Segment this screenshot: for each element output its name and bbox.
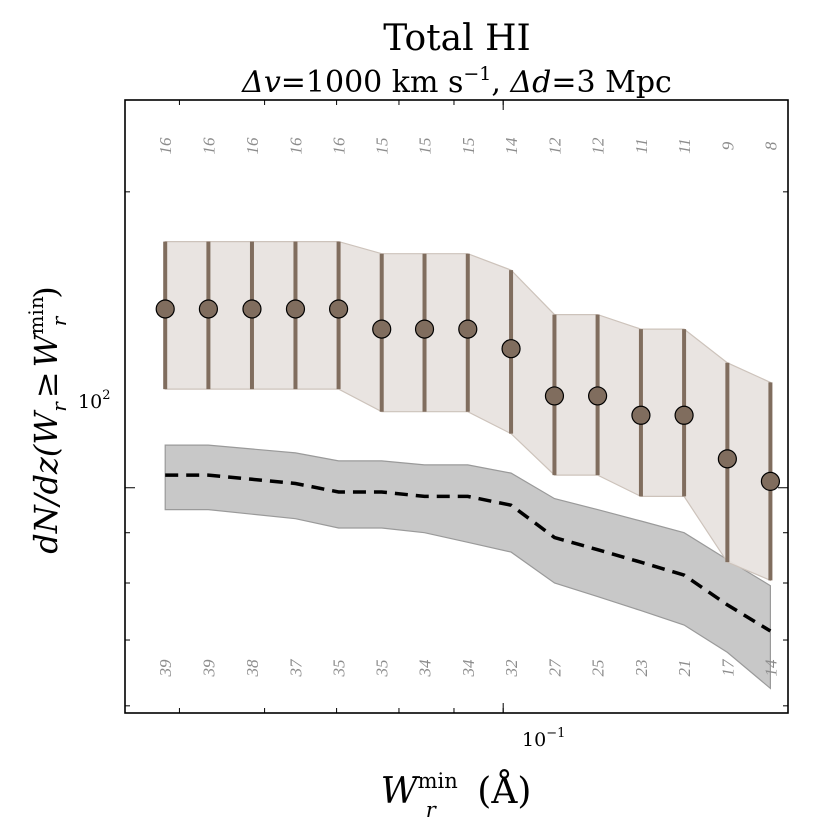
data-point xyxy=(155,299,175,319)
y-axis-label: dN/dz(Wr≥Wminr) xyxy=(24,286,71,554)
top-count-label: 15 xyxy=(459,138,478,155)
subtitle-v-value: 1000 km s xyxy=(306,65,463,100)
subtitle-eq-2: = xyxy=(551,65,576,100)
top-count-label: 12 xyxy=(546,137,565,155)
top-count-label: 16 xyxy=(156,137,175,155)
top-count-label: 16 xyxy=(243,137,262,155)
bottom-count-label: 38 xyxy=(243,659,262,678)
top-count-label: 16 xyxy=(330,137,349,155)
top-count-label: 16 xyxy=(287,137,306,155)
top-count-label: 8 xyxy=(761,141,780,150)
data-point xyxy=(242,299,262,319)
x-tick-label-0.1: 10−1 xyxy=(522,726,565,751)
top-count-label: 14 xyxy=(502,137,521,155)
bottom-count-label: 39 xyxy=(156,659,175,678)
bottom-count-label: 32 xyxy=(502,659,521,678)
bottom-count-label: 35 xyxy=(373,660,392,678)
top-count-label: 11 xyxy=(632,138,651,154)
data-point xyxy=(372,319,392,339)
subtitle-v-exp: −1 xyxy=(463,63,491,85)
data-point xyxy=(501,339,521,359)
data-point xyxy=(458,319,478,339)
ticks-layer xyxy=(125,100,788,713)
bottom-count-label: 14 xyxy=(761,659,780,677)
data-point xyxy=(631,405,651,425)
chart-title: Total HI xyxy=(383,18,530,59)
data-point xyxy=(328,299,349,319)
bottom-count-label: 27 xyxy=(546,658,565,677)
top-count-label: 16 xyxy=(199,137,218,155)
bottom-count-label: 39 xyxy=(199,659,218,678)
bottom-count-label: 25 xyxy=(589,660,608,677)
bottom-count-label: 21 xyxy=(675,660,694,677)
data-point xyxy=(587,386,608,406)
data-point xyxy=(544,386,565,406)
points-layer xyxy=(155,299,781,491)
bottom-count-label: 34 xyxy=(459,659,478,678)
bottom-count-label: 37 xyxy=(287,658,306,678)
top-count-label: 11 xyxy=(675,138,694,154)
data-point xyxy=(717,449,737,469)
y-tick-label-100: 102 xyxy=(78,388,110,413)
subtitle-sep: , xyxy=(491,65,510,100)
data-point xyxy=(674,405,694,425)
data-point xyxy=(414,319,435,339)
chart-subtitle: Δv=1000 km s−1, Δd=3 Mpc xyxy=(241,63,672,100)
top-count-label: 9 xyxy=(718,141,737,150)
bottom-count-label: 17 xyxy=(718,658,737,677)
subtitle-d-value: 3 Mpc xyxy=(576,65,671,100)
subtitle-delta-v: Δv xyxy=(241,65,281,100)
bottom-count-label: 34 xyxy=(416,659,435,678)
counts-layer: 16 39 16 39 16 38 16 37 16 35 15 35 15 34 15 34 14 32 12 27… xyxy=(156,137,780,678)
subtitle-delta-d: Δd xyxy=(509,65,551,100)
top-count-label: 12 xyxy=(589,137,608,155)
data-point xyxy=(760,471,781,491)
bottom-count-label: 23 xyxy=(632,660,651,677)
x-axis-label: Wmin r (Å) xyxy=(381,769,532,822)
axes-frame xyxy=(124,99,789,714)
model-band xyxy=(164,444,771,690)
top-count-label: 15 xyxy=(416,138,435,155)
data-point xyxy=(198,299,219,319)
top-count-label: 15 xyxy=(373,138,392,155)
model-line xyxy=(165,473,772,633)
bottom-count-label: 35 xyxy=(330,660,349,678)
data-point xyxy=(285,299,306,319)
subtitle-eq: = xyxy=(281,65,306,100)
